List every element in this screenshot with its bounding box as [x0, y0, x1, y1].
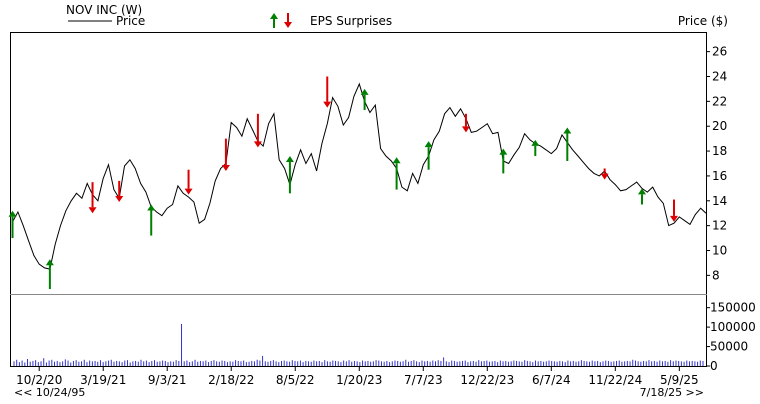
price-tick-label: 18	[712, 144, 727, 158]
eps-arrow-head	[424, 141, 433, 148]
x-axis: 10/2/20 3/19/21 9/3/21 2/18/22 8/5/22 1/20/23…	[16, 366, 699, 387]
eps-down-arrow	[115, 180, 124, 203]
eps-down-arrow	[669, 199, 678, 222]
volume-tick-label: 150000	[710, 301, 756, 315]
price-tick-label: 24	[712, 70, 727, 84]
y-axis-title: Price ($)	[678, 14, 728, 28]
price-legend-label: Price	[116, 14, 145, 28]
eps-up-arrow	[563, 127, 572, 162]
price-tick-label: 16	[712, 169, 727, 183]
eps-arrow-head	[45, 259, 54, 266]
x-tick-label: 7/7/23	[404, 373, 443, 387]
eps-arrow-head	[461, 126, 470, 133]
eps-arrow-head	[669, 215, 678, 222]
x-tick-label: 10/2/20	[16, 373, 62, 387]
eps-up-arrow	[285, 156, 294, 194]
eps-legend-label: EPS Surprises	[310, 14, 392, 28]
eps-up-arrow	[147, 204, 156, 236]
x-tick-label: 5/9/25	[660, 373, 699, 387]
eps-arrow-head	[531, 139, 540, 146]
end-date-link[interactable]: 7/18/25 >>	[640, 386, 704, 399]
eps-legend-up-icon	[270, 13, 278, 28]
price-tick-label: 26	[712, 45, 727, 59]
volume-bars	[13, 324, 704, 366]
volume-tick-label: 50000	[710, 340, 748, 354]
price-tick-label: 8	[712, 268, 720, 282]
eps-up-arrow	[8, 210, 17, 239]
eps-down-arrow	[221, 138, 230, 171]
eps-up-arrow	[637, 188, 646, 205]
eps-up-arrow	[360, 88, 369, 111]
price-tick-label: 12	[712, 219, 727, 233]
eps-arrow-head	[323, 101, 332, 108]
eps-arrow-head	[600, 173, 609, 180]
x-tick-label: 12/22/23	[460, 373, 514, 387]
price-tick-label: 22	[712, 94, 727, 108]
eps-arrow-head	[88, 207, 97, 214]
x-tick-label: 8/5/22	[276, 373, 315, 387]
plot-frame	[10, 32, 707, 367]
eps-arrow-head	[8, 210, 17, 217]
eps-up-arrow	[45, 259, 54, 290]
eps-legend-down-icon	[284, 13, 292, 28]
price-line	[12, 82, 707, 270]
x-tick-label: 3/19/21	[80, 373, 126, 387]
eps-arrows	[8, 76, 678, 290]
eps-up-arrow	[392, 157, 401, 190]
eps-down-arrow	[600, 168, 609, 180]
price-tick-label: 10	[712, 244, 727, 258]
volume-tick-label: 100000	[710, 320, 756, 334]
x-tick-label: 1/20/23	[336, 373, 382, 387]
eps-arrow-head	[499, 148, 508, 155]
eps-arrow-head	[115, 196, 124, 203]
price-axis: 8 10 12 14 16 18 20 22 24 26	[706, 45, 727, 282]
eps-arrow-head	[360, 88, 369, 95]
eps-arrow-head	[147, 204, 156, 211]
eps-arrow-head	[637, 188, 646, 195]
eps-arrow-head	[221, 164, 230, 171]
chart-title: NOV INC (W)	[66, 3, 142, 17]
eps-arrow-head	[392, 157, 401, 164]
x-tick-label: 6/7/24	[532, 373, 571, 387]
price-tick-label: 20	[712, 119, 727, 133]
volume-axis: 0 50000 100000 150000	[706, 301, 756, 373]
eps-arrow-head	[184, 188, 193, 195]
eps-down-arrow	[461, 113, 470, 133]
price-tick-label: 14	[712, 194, 727, 208]
eps-arrow-head	[563, 127, 572, 134]
eps-arrow-head	[253, 141, 262, 148]
eps-down-arrow	[184, 169, 193, 195]
start-date-link[interactable]: << 10/24/95	[14, 386, 85, 399]
eps-up-arrow	[531, 139, 540, 157]
x-tick-label: 11/22/24	[588, 373, 642, 387]
x-tick-label: 9/3/21	[148, 373, 187, 387]
eps-up-arrow	[424, 141, 433, 170]
volume-tick-label: 0	[710, 359, 718, 373]
eps-down-arrow	[253, 113, 262, 148]
eps-down-arrow	[323, 76, 332, 108]
eps-up-arrow	[499, 148, 508, 174]
x-tick-label: 2/18/22	[208, 373, 254, 387]
eps-arrow-head	[285, 156, 294, 163]
eps-down-arrow	[88, 182, 97, 214]
